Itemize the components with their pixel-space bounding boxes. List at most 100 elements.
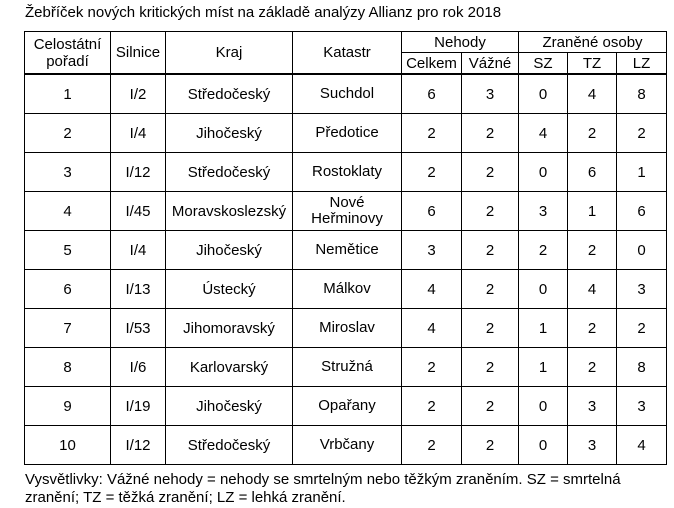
cell-total: 4 [401,308,462,348]
cell-cadastre: Nemětice [292,230,402,270]
cell-tz: 4 [567,73,618,114]
cell-region: Středočeský [165,152,293,192]
cell-tz: 2 [567,113,618,153]
cell-region: Jihočeský [165,230,293,270]
cell-rank: 6 [24,269,111,309]
cell-cadastre: Vrbčany [292,425,402,465]
cell-region: Jihomoravský [165,308,293,348]
cell-region: Moravskoslezský [165,191,293,231]
cell-lz: 4 [616,425,668,465]
cell-lz: 3 [616,269,668,309]
cell-serious: 2 [460,113,520,153]
table-title: Žebříček nových kritických míst na zákla… [25,4,502,21]
table-row: 6 I/13 Ústecký Málkov 4 2 0 4 3 [24,269,668,309]
cell-tz: 4 [567,269,618,309]
cell-sz: 1 [518,308,569,348]
cell-region: Ústecký [165,269,293,309]
cell-region: Jihočeský [165,113,293,153]
header-region: Kraj [165,31,293,75]
cell-serious: 2 [460,269,520,309]
cell-sz: 0 [518,425,569,465]
cell-tz: 2 [567,347,618,387]
cell-serious: 3 [460,73,520,114]
cell-cadastre: Opařany [292,386,402,426]
header-accidents: Nehody [400,31,520,53]
cell-road: I/13 [110,269,166,309]
cell-total: 2 [401,347,462,387]
cell-tz: 3 [567,386,618,426]
table-row: 1 I/2 Středočeský Suchdol 6 3 0 4 8 [24,73,668,114]
cell-road: I/6 [110,347,166,387]
cell-sz: 1 [518,347,569,387]
cell-road: I/19 [110,386,166,426]
cell-serious: 2 [460,347,520,387]
table-row: 2 I/4 Jihočeský Předotice 2 2 4 2 2 [24,113,668,153]
cell-tz: 6 [567,152,618,192]
legend-note: Vysvětlivky: Vážné nehody = nehody se sm… [25,471,621,506]
cell-total: 2 [401,152,462,192]
cell-road: I/53 [110,308,166,348]
header-injured: Zraněné osoby [518,31,668,53]
header-row: Celostátní pořadí Silnice Kraj Katastr N… [24,31,668,75]
table-row: 5 I/4 Jihočeský Nemětice 3 2 2 2 0 [24,230,668,270]
cell-total: 2 [401,113,462,153]
cell-road: I/4 [110,113,166,153]
cell-sz: 0 [518,152,569,192]
cell-sz: 3 [518,191,569,231]
table-row: 3 I/12 Středočeský Rostoklaty 2 2 0 6 1 [24,152,668,192]
table-row: 10 I/12 Středočeský Vrbčany 2 2 0 3 4 [24,425,668,465]
cell-lz: 1 [616,152,668,192]
cell-lz: 6 [616,191,668,231]
cell-cadastre: Miroslav [292,308,402,348]
cell-sz: 0 [518,386,569,426]
cell-total: 4 [401,269,462,309]
cell-sz: 4 [518,113,569,153]
header-lz: LZ [616,52,668,75]
cell-rank: 3 [24,152,111,192]
cell-region: Jihočeský [165,386,293,426]
header-accidents-total: Celkem [401,52,462,75]
cell-lz: 0 [616,230,668,270]
cell-lz: 2 [616,308,668,348]
cell-sz: 2 [518,230,569,270]
cell-lz: 3 [616,386,668,426]
cell-region: Středočeský [165,73,293,114]
cell-serious: 2 [460,191,520,231]
cell-serious: 2 [460,386,520,426]
cell-total: 3 [401,230,462,270]
table-row: 8 I/6 Karlovarský Stružná 2 2 1 2 8 [24,347,668,387]
header-cadastre: Katastr [292,31,402,75]
header-road: Silnice [110,31,166,75]
cell-rank: 1 [24,73,111,114]
cell-lz: 8 [616,73,668,114]
cell-lz: 2 [616,113,668,153]
cell-rank: 7 [24,308,111,348]
cell-tz: 2 [567,230,618,270]
cell-road: I/12 [110,425,166,465]
cell-road: I/45 [110,191,166,231]
cell-total: 2 [401,386,462,426]
cell-rank: 4 [24,191,111,231]
cell-road: I/12 [110,152,166,192]
cell-rank: 2 [24,113,111,153]
cell-lz: 8 [616,347,668,387]
cell-road: I/4 [110,230,166,270]
cell-serious: 2 [460,230,520,270]
table-row: 7 I/53 Jihomoravský Miroslav 4 2 1 2 2 [24,308,668,348]
cell-cadastre: Stružná [292,347,402,387]
cell-sz: 0 [518,73,569,114]
cell-sz: 0 [518,269,569,309]
cell-rank: 8 [24,347,111,387]
cell-tz: 3 [567,425,618,465]
header-accidents-serious: Vážné [460,52,520,75]
cell-serious: 2 [460,425,520,465]
cell-rank: 9 [24,386,111,426]
cell-road: I/2 [110,73,166,114]
cell-rank: 5 [24,230,111,270]
cell-total: 6 [401,191,462,231]
header-sz: SZ [518,52,569,75]
subheader-row: Celkem Vážné SZ TZ LZ [24,52,668,75]
critical-places-table: Celostátní pořadí Silnice Kraj Katastr N… [24,31,668,465]
cell-rank: 10 [24,425,111,465]
cell-tz: 2 [567,308,618,348]
